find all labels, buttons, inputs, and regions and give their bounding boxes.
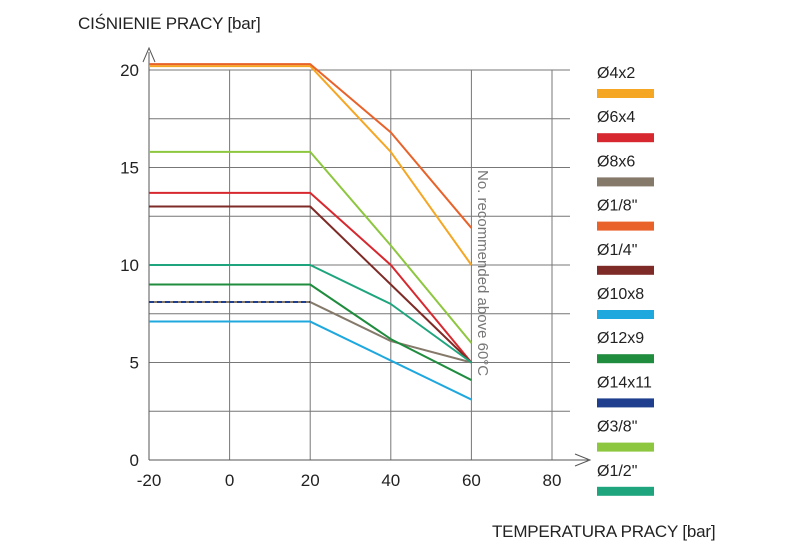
- x-axis-title: TEMPERATURA PRACY [bar]: [492, 522, 716, 541]
- legend-label: Ø14x11: [597, 374, 652, 391]
- series-line: [149, 63, 473, 229]
- legend-label: Ø1/4": [597, 242, 637, 259]
- series-line: [149, 150, 473, 344]
- legend-swatch: [597, 354, 654, 364]
- legend-label: Ø12x9: [597, 330, 644, 347]
- legend-swatch: [597, 133, 654, 143]
- series-lines: [149, 63, 473, 401]
- x-tick-label: 20: [301, 471, 320, 490]
- legend-label: Ø3/8": [597, 419, 637, 436]
- series-line: [149, 205, 473, 364]
- series-line: [149, 264, 472, 364]
- legend-label: Ø1/2": [597, 463, 637, 480]
- legend-label: Ø8x6: [597, 153, 635, 170]
- legend-swatch: [597, 310, 654, 319]
- y-tick-label: 10: [120, 256, 139, 275]
- x-tick-label: -20: [137, 471, 162, 490]
- legend-swatch: [597, 398, 654, 408]
- legend-swatch: [597, 265, 654, 275]
- x-tick-label: 80: [543, 471, 562, 490]
- legend-label: Ø1/8": [597, 198, 637, 215]
- legend-swatch: [597, 486, 654, 496]
- y-axis-title: CIŚNIENIE PRACY [bar]: [78, 14, 261, 33]
- legend-label: Ø6x4: [597, 109, 635, 126]
- legend-swatch: [597, 177, 654, 187]
- y-tick-label: 15: [120, 159, 139, 178]
- series-line: [149, 191, 473, 364]
- series-line: [149, 283, 472, 381]
- x-tick-label: 60: [462, 471, 481, 490]
- legend-swatch: [597, 221, 654, 231]
- y-tick-label: 20: [120, 61, 139, 80]
- series-line: [149, 65, 473, 266]
- y-axis-arrow: [142, 46, 156, 63]
- axes: [142, 46, 592, 467]
- legend-label: Ø4x2: [597, 65, 635, 82]
- not-recommended-annotation: No. recommended above 60°C: [474, 170, 491, 376]
- legend-swatch: [597, 89, 654, 98]
- legend: Ø4x2 Ø6x4 Ø8x6 Ø1/8" Ø1/4" Ø10x8 Ø12x9 Ø14x11 Ø3…: [597, 65, 654, 496]
- legend-label: Ø10x8: [597, 286, 644, 303]
- x-tick-label: 40: [381, 471, 400, 490]
- y-tick-label: 5: [130, 354, 139, 373]
- legend-swatch: [597, 442, 654, 452]
- y-tick-label: 0: [130, 451, 139, 470]
- grid: [149, 69, 570, 460]
- series-line: [149, 320, 472, 401]
- x-tick-label: 0: [225, 471, 234, 490]
- x-axis-arrow: [574, 453, 592, 467]
